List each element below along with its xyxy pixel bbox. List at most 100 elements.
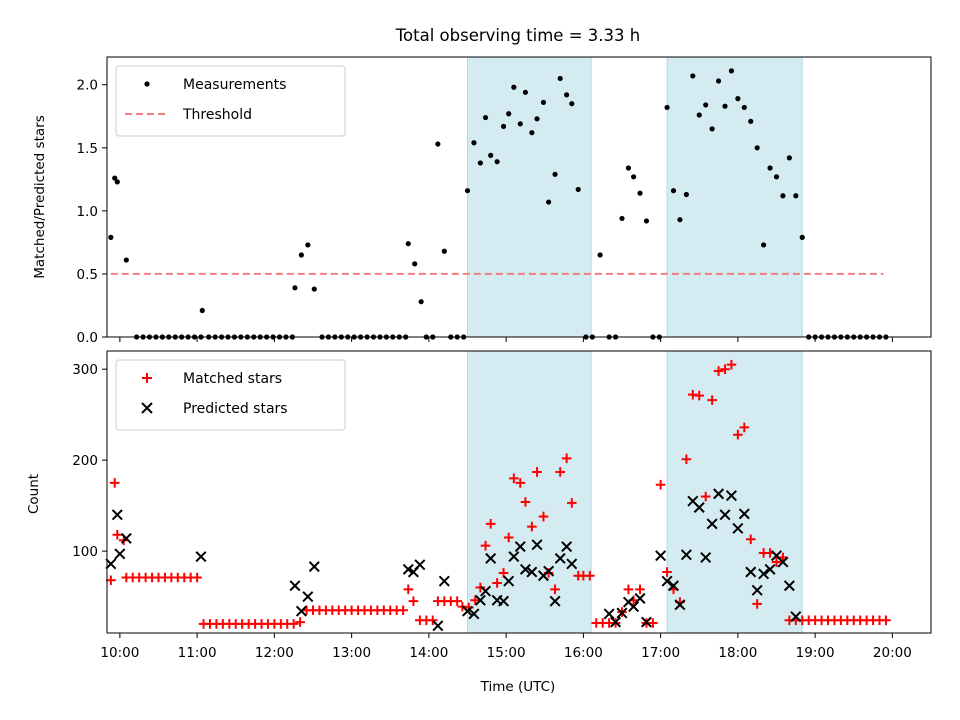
matched-star-point [681,454,692,465]
predicted-star-point [402,563,414,575]
predicted-star-point [706,518,718,530]
x-tick-label: 10:00 [100,645,139,661]
measurement-point [664,104,670,111]
measurement-point [619,215,625,222]
predicted-star-point [783,580,795,592]
matched-star-point [452,596,462,606]
measurement-point [511,84,517,90]
predicted-star-point [777,556,789,568]
measurement-point [722,103,728,109]
top-y-tick-label: 0.5 [77,267,98,283]
matched-star-point [485,519,496,529]
matched-star-point [707,395,717,405]
predicted-star-point [531,539,543,551]
measurement-point [298,252,305,258]
predicted-star-point [195,551,207,563]
matched-star-point [112,529,123,540]
measurement-point [569,101,575,107]
x-tick-label: 17:00 [641,645,680,661]
measurement-point [529,130,535,136]
predicted-star-point [485,552,497,564]
measurement-point [405,241,411,247]
measurement-point [754,145,760,151]
predicted-star-point [680,549,692,561]
matched-star-point [623,584,634,595]
matched-star-point [561,453,572,464]
predicted-star-point [751,584,763,596]
predicted-star-point [111,509,123,521]
legend-label: Predicted stars [183,401,288,417]
legend-predicted-marker [141,402,153,414]
measurement-point [597,252,603,258]
predicted-star-point [526,566,538,578]
measurement-point [690,73,696,79]
matched-star-point [720,364,730,374]
predicted-star-point [713,488,725,500]
measurement-point [625,165,632,171]
matched-star-point [515,478,526,488]
measurement-point [637,190,643,196]
matched-star-point [498,568,509,578]
matched-star-point [739,422,750,433]
legend-matched-marker [142,373,152,383]
measurement-point [677,217,683,223]
predicted-star-point [758,568,770,580]
predicted-star-point [295,605,307,617]
predicted-star-point [114,548,126,560]
predicted-star-point [302,591,314,603]
predicted-star-point [498,595,510,607]
bottom-y-tick-label: 200 [72,453,98,469]
measurement-point [715,78,722,84]
measurement-point [517,121,523,127]
predicted-star-point [661,575,673,587]
matched-star-point [480,540,491,551]
matched-star-point [427,615,438,626]
matched-star-point [520,497,531,507]
x-tick-label: 14:00 [409,645,448,661]
x-tick-label: 11:00 [178,645,217,661]
measurement-point [506,111,512,117]
predicted-star-point [655,550,667,562]
measurement-point [709,126,715,132]
measurement-point [311,286,317,292]
matched-star-point [662,567,672,577]
top-y-tick-label: 1.0 [77,204,98,220]
predicted-star-point [474,594,486,606]
measurement-point [488,152,494,158]
measurement-point [123,257,129,263]
matched-star-point [288,619,299,629]
predicted-star-point [640,616,652,628]
predicted-star-point [667,580,680,592]
predicted-star-point [674,599,686,611]
measurement-point [786,155,792,161]
measurement-point [441,248,447,254]
bottom-axes-frame [106,350,932,634]
x-tick-label: 18:00 [718,645,757,661]
measurement-point [494,159,500,165]
measurement-point [471,140,477,146]
matched-star-point [713,366,724,376]
top-y-tick-label: 2.0 [77,78,98,94]
predicted-star-point [603,608,615,620]
x-tick-label: 16:00 [564,645,603,661]
measurement-point [643,218,650,224]
measurement-point [575,186,581,193]
predicted-star-point [719,509,731,521]
predicted-star-point [561,541,573,553]
measurement-point [412,261,418,267]
legend-label: Matched stars [183,371,282,387]
top-shaded-interval-0 [467,56,592,338]
predicted-star-point [764,563,776,575]
matched-star-point [550,584,560,595]
matched-star-point [733,429,743,440]
matched-star-point [470,595,481,606]
legend-measurement-marker [144,81,150,87]
measurement-point [114,179,120,185]
measurement-point [112,175,118,181]
bottom-y-tick-label: 300 [72,362,98,378]
predicted-star-point [503,575,515,587]
figure-title: Total observing time = 3.33 h [395,26,640,45]
predicted-star-point [543,565,555,577]
bottom-shaded-interval-0 [467,350,592,634]
matched-star-point [527,521,537,532]
